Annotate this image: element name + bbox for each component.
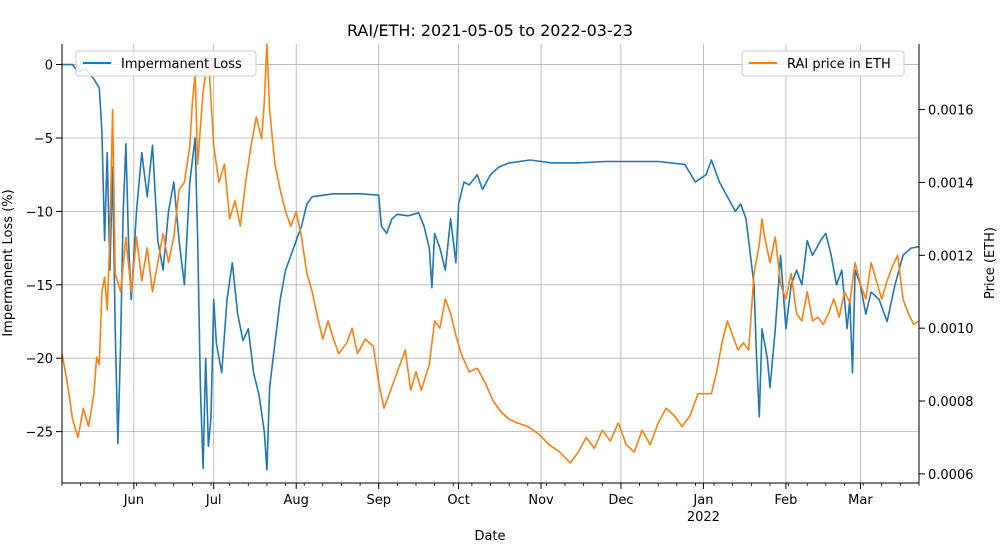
right-y-tick-label: 0.0014: [928, 176, 974, 191]
legend-label-impermanent-loss: Impermanent Loss: [121, 57, 242, 72]
right-y-tick-label: 0.0016: [928, 104, 974, 119]
left-y-axis-label: Impermanent Loss (%): [1, 189, 16, 336]
right-y-tick-label: 0.0012: [928, 249, 974, 264]
x-tick-label: Oct: [447, 493, 469, 508]
y-gridlines: [62, 64, 919, 433]
x-axis-label: Date: [474, 529, 505, 544]
series-layer: [61, 43, 920, 471]
x-tick-label: Nov: [528, 493, 554, 508]
x-tick-sublabel: 2022: [687, 510, 720, 525]
x-tick-label: Dec: [608, 493, 633, 508]
legend-box: [741, 50, 905, 77]
left-y-tick-label: −10: [26, 205, 53, 220]
left-y-tick-label: 0: [45, 59, 53, 74]
chart-title: RAI/ETH: 2021-05-05 to 2022-03-23: [347, 21, 633, 40]
x-tick-label: Jul: [205, 493, 222, 508]
legend-impermanent-loss: Impermanent Loss: [75, 50, 257, 77]
x-tick-label: Mar: [848, 493, 873, 508]
x-gridlines: [133, 44, 861, 483]
right-y-tick-label: 0.0010: [928, 322, 974, 337]
right-y-tick-label: 0.0006: [928, 468, 974, 483]
legend-rai-price: RAI price in ETH: [741, 50, 905, 77]
x-tick-label: Aug: [284, 493, 309, 508]
left-y-tick-label: −15: [26, 279, 53, 294]
legend-label-rai-price: RAI price in ETH: [787, 57, 891, 72]
series-line-rai-price-in-eth: [61, 43, 920, 464]
right-y-tick-label: 0.0008: [928, 395, 974, 410]
x-tick-label: Feb: [774, 493, 797, 508]
x-tick-label: Jan: [692, 493, 713, 508]
x-tick-label: Sep: [366, 493, 391, 508]
left-y-axis-ticks: 0 −5 −10 −15 −20 −25: [26, 59, 62, 441]
series-line-impermanent-loss: [62, 63, 920, 471]
axes-layer: [61, 44, 920, 484]
right-y-axis-label: Price (ETH): [983, 227, 998, 299]
left-y-tick-label: −25: [26, 426, 53, 441]
legend-box: [75, 50, 257, 77]
left-y-tick-label: −5: [34, 132, 53, 147]
left-y-tick-label: −20: [26, 352, 53, 367]
right-y-axis-ticks: 0.0006 0.0008 0.0010 0.0012 0.0014 0.0016: [919, 104, 974, 483]
x-tick-label: Jun: [123, 493, 144, 508]
x-axis-ticks: Jun Jul Aug Sep Oct Nov Dec Jan 2022 Feb Mar: [61, 483, 920, 525]
